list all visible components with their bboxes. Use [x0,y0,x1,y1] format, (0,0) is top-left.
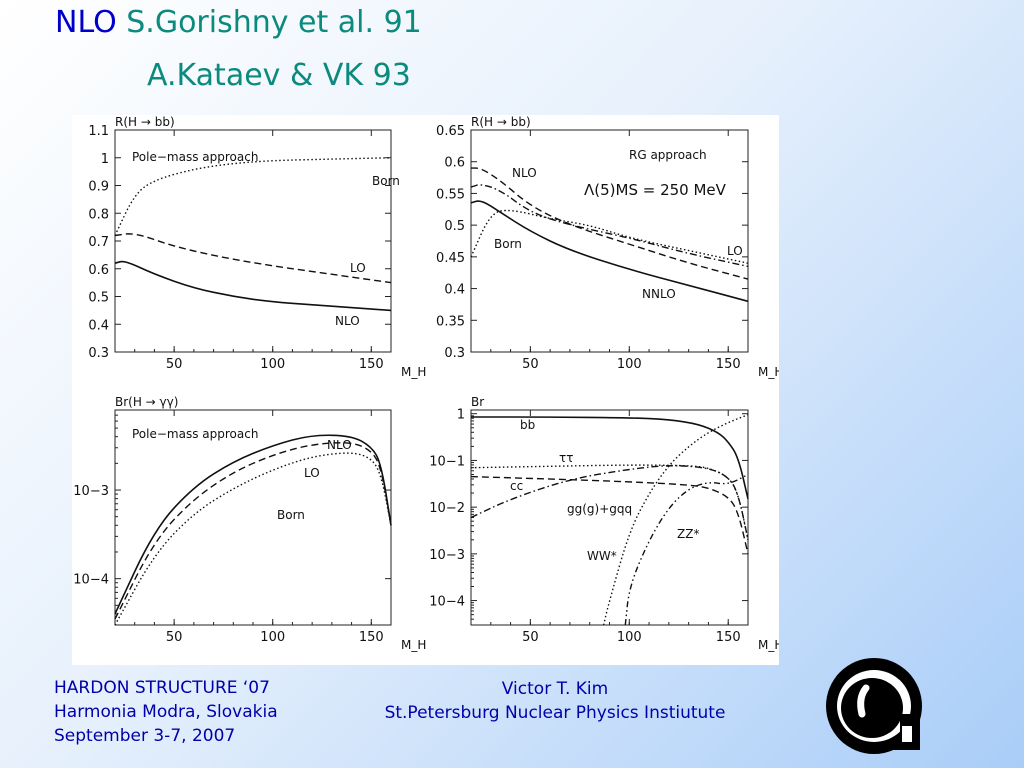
series-label: Born [494,237,522,251]
x-tick-label: 50 [522,630,539,645]
x-tick-label: 100 [260,357,285,372]
y-tick-label: 0.5 [444,219,465,234]
y-tick-label: 0.6 [444,156,465,171]
y-tick-label: 0.45 [436,251,465,266]
y-tick-label: 0.8 [88,207,109,222]
plot-frame [470,409,749,626]
series-label: ZZ* [677,527,699,541]
footer-author: Victor T. Kim St.Petersburg Nuclear Phys… [360,677,750,725]
x-tick-label: 50 [522,357,539,372]
series-label: WW* [587,549,617,563]
panel-title: Br [471,395,484,409]
y-tick-label: 10−3 [73,484,109,499]
series-line-nlo [114,434,392,615]
footer-conference: HARDON STRUCTURE ‘07 Harmonia Modra, Slo… [54,676,278,748]
x-axis-label: M_H [401,638,426,652]
panel-annotation: Pole−mass approach [132,150,258,164]
y-tick-label: 10−2 [429,501,465,516]
x-tick-label: 50 [166,357,183,372]
series-label: ττ [559,451,573,465]
series-line-cc [470,475,749,555]
panel-title: R(H → bb) [471,115,531,129]
footer-conference-name: HARDON STRUCTURE ‘07 [54,678,270,698]
series-label: LO [350,261,366,275]
series-line-born [114,157,392,236]
x-tick-label: 50 [166,630,183,645]
series-line-born [470,209,749,264]
y-tick-label: 0.35 [436,314,465,329]
x-axis-label: M_H [758,638,779,652]
y-tick-label: 0.3 [88,346,109,361]
footer-author-institute: St.Petersburg Nuclear Physics Instiutute [384,703,726,723]
y-tick-label: 0.4 [444,283,465,298]
title-reference-2: A.Kataev & VK 93 [147,58,411,93]
x-tick-label: 100 [617,630,642,645]
y-tick-label: 0.4 [88,318,109,333]
series-line-gg-g-gqq [470,465,749,540]
series-label: NNLO [642,287,676,301]
panel-title: R(H → bb) [115,115,175,129]
y-tick-label: 0.3 [444,346,465,361]
chart-panel-4: 50 100 150 1 10−1 10−2 10−3 10−4 Br M_H bb ττ cc gg(g… [429,395,779,652]
y-tick-label: 0.6 [88,263,109,278]
x-tick-label: 150 [359,357,384,372]
series-label: NLO [335,314,360,328]
y-tick-label: 10−4 [429,595,465,610]
y-tick-label: 0.7 [88,235,109,250]
footer-conference-date: September 3-7, 2007 [54,726,236,746]
footer-author-name: Victor T. Kim [501,679,609,699]
lambda-annotation: Λ(5)MS = 250 MeV [584,181,727,199]
panel-title: Br(H → γγ) [115,395,178,409]
series-line-nlo [114,260,392,312]
series-label: cc [510,479,523,493]
series-label: Born [372,174,400,188]
x-tick-label: 100 [617,357,642,372]
y-tick-label: 10−3 [429,548,465,563]
x-axis-label: M_H [758,365,779,379]
series-label: LO [304,466,320,480]
series-line-zz- [624,473,749,626]
chart-panel-2: 50 100 150 0.3 0.35 0.4 0.45 0.5 0.55 0.6 0.65 R(H … [436,115,779,379]
series-line-born [114,452,392,626]
y-tick-label: 10−4 [73,573,109,588]
series-line-bb [471,416,749,500]
panel-annotation: Pole−mass approach [132,427,258,441]
slide-title: NLO S.Gorishny et al. 91 A.Kataev & VK 9… [55,4,422,93]
series-label: bb [520,418,535,432]
series-line-lo [114,442,392,620]
series-line-nnlo [470,200,749,303]
x-tick-label: 150 [359,630,384,645]
panel-annotation: RG approach [629,148,707,162]
footer-conference-place: Harmonia Modra, Slovakia [54,702,278,722]
series-label: gg(g)+gqq [567,502,632,516]
x-axis-label: M_H [401,365,426,379]
institute-logo-icon [818,652,930,764]
series-label: NLO [512,166,537,180]
y-tick-label: 1.1 [88,124,109,139]
title-line-1: NLO S.Gorishny et al. 91 [55,4,422,42]
series-label: NLO [327,438,352,452]
y-tick-label: 0.9 [88,180,109,195]
figure-panels: 50 100 150 0.3 0.4 0.5 0.6 0.7 0.8 0.9 1 1.1 R(H → b… [72,115,779,665]
y-tick-label: 0.5 [88,291,109,306]
series-line-lo [114,233,392,284]
y-tick-label: 0.55 [436,187,465,202]
series-label: Born [277,508,305,522]
y-tick-label: 0.65 [436,124,465,139]
series-label: LO [727,244,743,258]
x-tick-label: 100 [260,630,285,645]
series-line-nlo [470,167,749,280]
y-tick-label: 1 [101,152,109,167]
series-line-lo [470,184,749,268]
series-line-ww- [602,414,749,626]
title-main: NLO [55,5,117,40]
chart-panel-3: 50 100 150 10−3 10−4 Br(H → γγ) M_H Pole−mass a… [73,395,426,652]
title-reference-1: S.Gorishny et al. 91 [126,5,422,40]
x-tick-label: 150 [716,357,741,372]
x-tick-label: 150 [716,630,741,645]
y-tick-label: 1 [457,408,465,423]
chart-panel-1: 50 100 150 0.3 0.4 0.5 0.6 0.7 0.8 0.9 1 1.1 R(H → b… [88,115,426,379]
y-tick-label: 10−1 [429,454,465,469]
